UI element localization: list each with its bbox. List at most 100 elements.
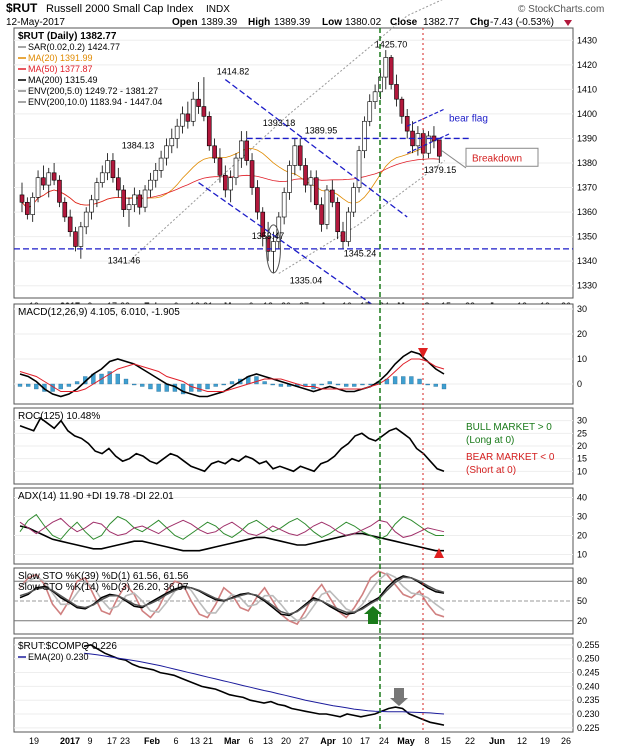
candle: [206, 116, 212, 147]
candle: [126, 204, 132, 210]
legend-entry: ENV(200,10.0) 1183.94 - 1447.04: [28, 97, 162, 107]
series-line: [19, 358, 445, 392]
candle: [287, 165, 292, 193]
candle: [308, 177, 314, 186]
candle: [174, 125, 180, 139]
quote-date: 12-May-2017: [6, 17, 65, 28]
y-tick-label: 1360: [577, 207, 597, 217]
price-annotation: 1414.82: [217, 67, 250, 77]
macd-hist-bar: [327, 381, 332, 385]
macd-hist-bar: [197, 383, 202, 392]
macd-hist-bar: [262, 381, 267, 385]
macd-hist-bar: [180, 383, 186, 395]
ratio-line: [83, 652, 445, 715]
legend-entry: MA(20) 1391.99: [28, 53, 93, 63]
y-tick-label: 1380: [577, 158, 597, 168]
candle: [260, 211, 266, 237]
highlight-ellipse: [265, 224, 281, 274]
panel-title: ROC(125) 10.48%: [18, 411, 100, 422]
y-tick-label: 1330: [577, 281, 597, 291]
channel-lower-line: [198, 182, 381, 311]
y-tick-label: 1410: [577, 84, 597, 94]
macd-hist-bar: [229, 381, 235, 385]
price-annotation: 1389.95: [305, 126, 338, 136]
candle: [351, 187, 357, 213]
x-tick-label: Jun: [489, 736, 505, 746]
legend-entry: SAR(0.02,0.2) 1424.77: [28, 42, 120, 52]
macd-hist-bar: [26, 383, 31, 387]
macd-hist-bar: [34, 383, 39, 390]
candle: [83, 211, 89, 228]
y-tick-label: 30: [577, 304, 587, 314]
panel-title: $RUT:$COMPQ 0.226: [18, 641, 117, 652]
flag-upper-line: [406, 108, 445, 127]
y-tick-label: 50: [577, 596, 587, 606]
breakdown-pointer: [441, 150, 467, 169]
y-tick-label: 1350: [577, 232, 597, 242]
candle: [367, 101, 373, 122]
y-tick-label: 10: [577, 354, 587, 364]
candle: [51, 172, 57, 181]
macd-hist-bar: [409, 376, 414, 385]
macd-hist-bar: [148, 383, 153, 390]
series-line: [19, 416, 445, 473]
price-annotation: 1379.15: [424, 165, 457, 175]
x-tick-label: 15: [441, 736, 451, 746]
candle: [276, 216, 282, 242]
candle: [239, 140, 244, 159]
x-tick-label: 6: [173, 736, 178, 746]
open-label: Open: [172, 17, 198, 28]
x-tick-label: 19: [540, 736, 550, 746]
x-tick-label: Apr: [320, 736, 336, 746]
candle: [105, 160, 110, 174]
candle: [324, 189, 330, 225]
macd-hist-bar: [352, 383, 357, 387]
candle: [292, 145, 298, 166]
x-tick-label: 22: [465, 736, 475, 746]
x-tick-label: 23: [120, 736, 130, 746]
candle: [185, 113, 191, 122]
y-tick-label: 20: [577, 441, 587, 451]
y-tick-label: 1400: [577, 109, 597, 119]
candle: [356, 150, 362, 188]
y-tick-label: 20: [577, 616, 587, 626]
y-tick-label: 1370: [577, 183, 597, 193]
candle: [62, 201, 68, 218]
x-tick-label: 17: [107, 736, 117, 746]
x-tick-label: Mar: [224, 736, 241, 746]
macd-hist-bar: [132, 383, 137, 386]
candle: [148, 179, 153, 191]
candle: [169, 138, 175, 147]
y-tick-label: 0.225: [577, 723, 600, 733]
candle: [99, 172, 105, 183]
candle: [346, 211, 351, 242]
candle: [340, 231, 346, 242]
envelope-lower-line: [278, 160, 445, 274]
candle: [399, 98, 405, 117]
watermark: © StockCharts.com: [518, 4, 604, 15]
macd-hist-bar: [254, 376, 259, 385]
x-tick-label: 20: [281, 736, 291, 746]
symbol: $RUT: [6, 1, 38, 15]
chg-value: -7.43 (-0.53%): [490, 17, 554, 28]
panel-title: $RUT (Daily) 1382.77: [18, 31, 117, 42]
macd-hist-bar: [392, 376, 398, 385]
candle: [313, 177, 319, 206]
macd-hist-bar: [417, 378, 422, 385]
series-line: [19, 525, 444, 552]
candle: [110, 160, 116, 179]
candle: [335, 201, 340, 233]
macd-hist-bar: [319, 383, 324, 386]
x-tick-label: 13: [190, 736, 200, 746]
y-tick-label: 1340: [577, 256, 597, 266]
breakdown-label: Breakdown: [472, 153, 522, 164]
series-line: [19, 513, 444, 540]
bull-market-label: BULL MARKET > 0: [466, 422, 552, 433]
x-tick-label: 12: [517, 736, 527, 746]
legend-entry: MA(200) 1315.49: [28, 75, 98, 85]
price-annotation: 1353.47: [252, 231, 285, 241]
y-tick-label: 30: [577, 416, 587, 426]
panel-title: Slow STO %K(14) %D(3) 26.20, 36.07: [18, 582, 189, 593]
price-annotation: 1425.70: [375, 40, 408, 50]
y-tick-label: 0.235: [577, 695, 600, 705]
